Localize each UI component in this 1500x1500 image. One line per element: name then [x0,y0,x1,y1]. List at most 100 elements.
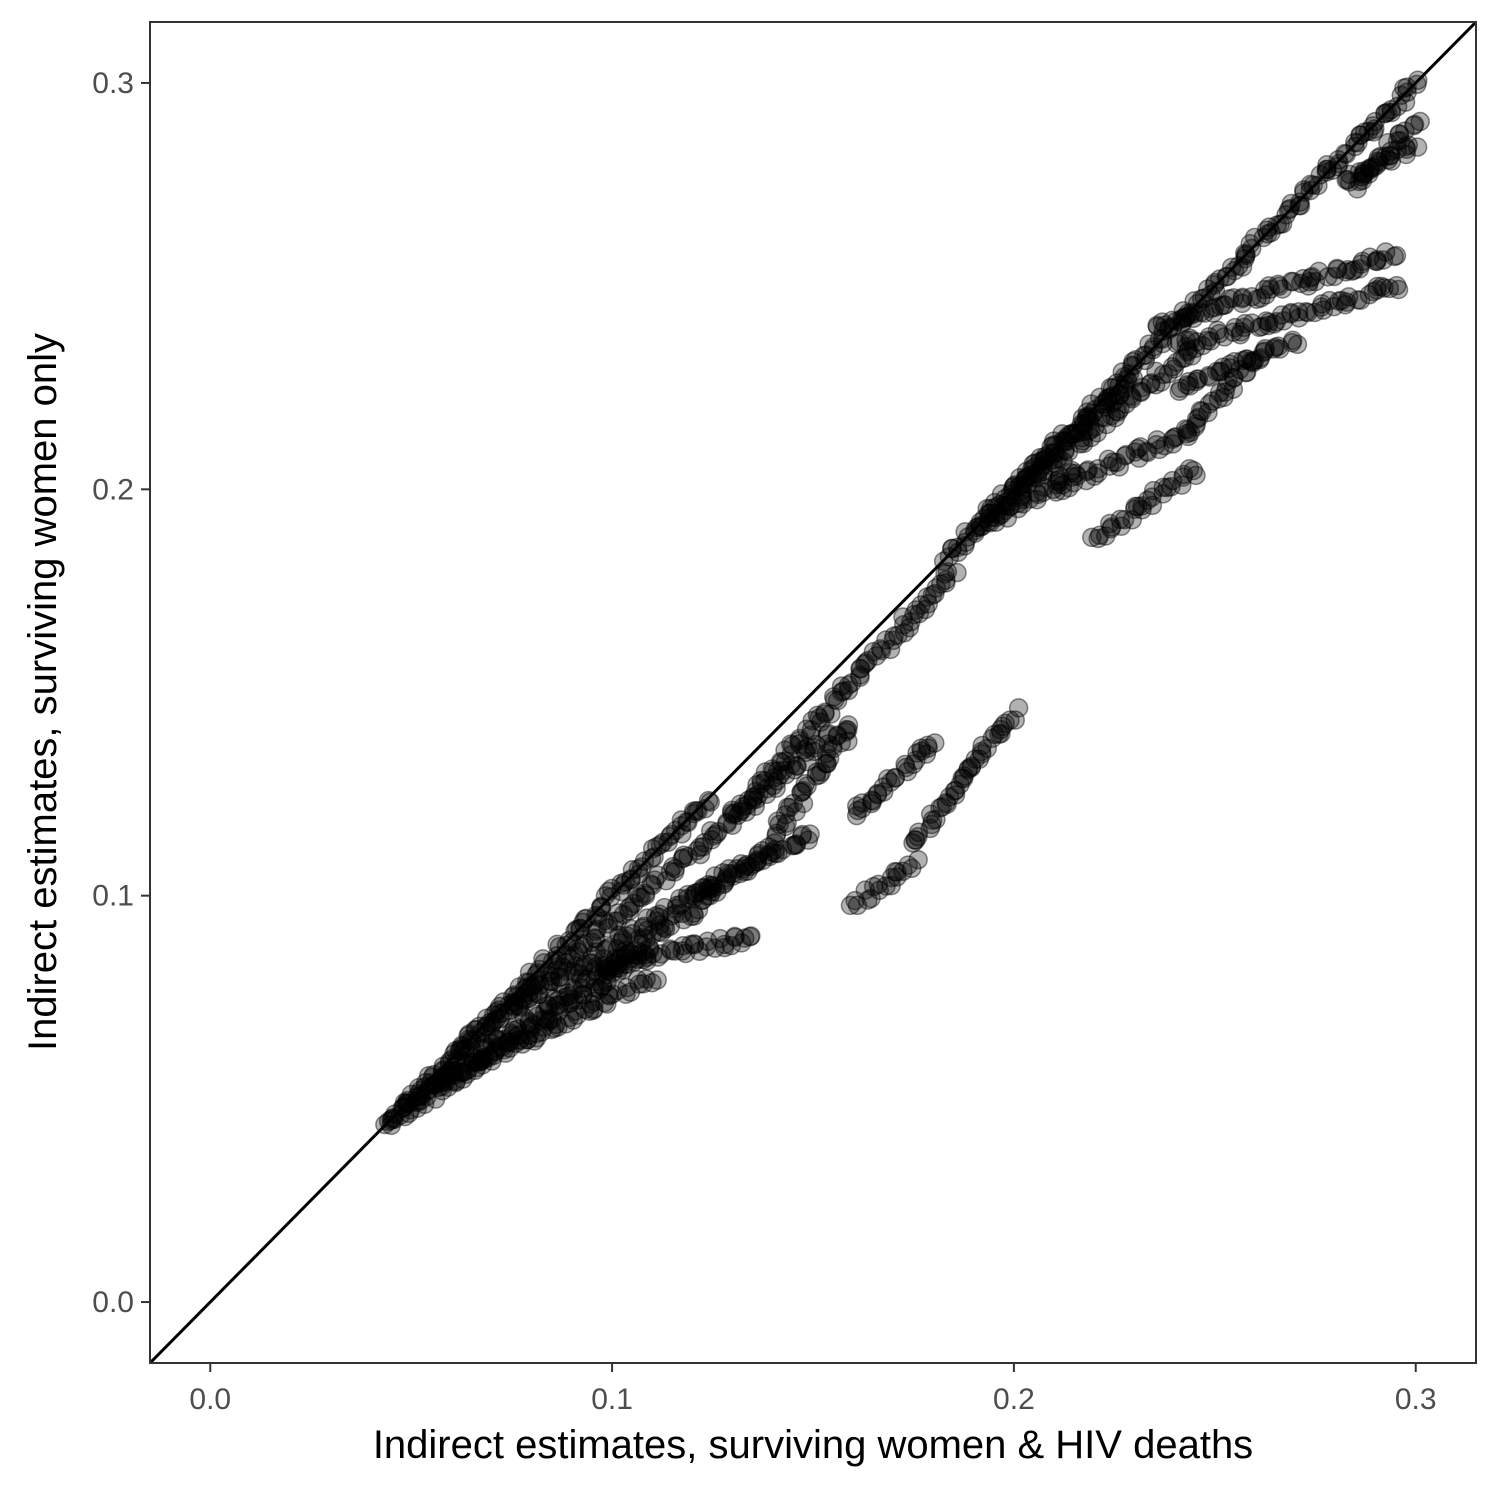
data-point [1396,139,1417,159]
data-point [965,749,986,769]
data-point [574,955,595,976]
data-point [1034,477,1054,497]
data-point [563,981,583,1002]
data-point [692,837,713,857]
data-point [1258,315,1278,336]
data-point [540,971,560,991]
data-point [1327,258,1347,279]
data-point [459,1024,479,1044]
data-point [716,868,737,888]
data-point [605,958,626,978]
data-point [822,736,843,756]
data-point [1371,146,1391,167]
data-point [831,682,852,702]
data-point [991,723,1011,744]
data-point [431,1072,451,1092]
data-point [746,789,767,809]
data-point [504,997,524,1018]
data-point [583,946,603,966]
data-point [573,984,593,1005]
data-point [759,837,779,857]
data-point [1298,276,1319,296]
data-point [770,751,791,772]
data-point [1318,267,1338,287]
data-point [721,935,742,956]
data-point [605,953,625,973]
data-point [1149,329,1170,349]
data-point [1317,159,1337,180]
data-point [935,564,955,584]
data-point [993,495,1013,516]
data-point [1335,294,1356,315]
data-point [520,1017,540,1037]
data-point [1290,195,1311,216]
data-point [795,773,816,794]
data-point [1008,498,1028,519]
data-point [433,1073,454,1093]
data-point [765,840,785,860]
data-point [419,1066,439,1086]
data-point [1183,460,1204,481]
data-point [1176,337,1197,357]
data-point [908,822,929,843]
data-point [1235,313,1255,334]
data-point [1244,350,1265,371]
data-point [1101,405,1121,426]
data-point [1251,288,1271,308]
data-point [444,1065,465,1085]
data-point [784,760,805,780]
data-point [1213,295,1234,316]
data-point [1308,175,1328,196]
data-point [801,720,822,740]
data-point [1242,286,1262,307]
data-point [1186,371,1207,392]
data-point [747,852,767,872]
data-point [1098,388,1118,409]
data-point [1395,136,1416,157]
data-point [1211,361,1231,382]
data-point [784,835,804,856]
data-point [628,929,649,949]
data-point [524,1031,545,1051]
data-point [1366,155,1387,176]
data-point [1338,287,1359,307]
y-axis: 0.0 0.1 0.2 0.3 [92,67,150,1319]
data-point [478,1046,498,1066]
data-point [655,918,676,939]
data-point [482,1013,503,1033]
data-point [1230,324,1251,345]
data-point [986,503,1006,524]
data-point [537,995,558,1015]
data-point [1229,255,1249,276]
data-point [538,996,559,1016]
data-point [863,642,884,662]
data-point [1216,375,1237,396]
data-point [744,854,764,874]
data-point [926,809,946,830]
data-point [472,1055,493,1075]
data-point [677,884,698,905]
data-point [1142,487,1162,507]
data-point [410,1090,431,1111]
data-point [1008,493,1029,513]
data-point [766,826,786,847]
data-point [792,824,813,845]
data-point [507,1019,528,1039]
data-point [816,743,837,764]
data-point [524,1004,545,1024]
data-point [642,973,662,993]
data-point [1041,436,1061,457]
data-point [1214,387,1234,408]
data-point [594,992,615,1013]
data-point [1206,361,1227,382]
data-point [981,498,1001,519]
data-point [1359,159,1379,179]
data-point [519,972,539,993]
data-point [1354,161,1374,181]
data-point [730,863,750,884]
data-point [1213,357,1233,377]
data-point [789,730,809,751]
data-point [922,585,943,605]
data-point [1065,463,1086,484]
data-point [706,824,727,844]
